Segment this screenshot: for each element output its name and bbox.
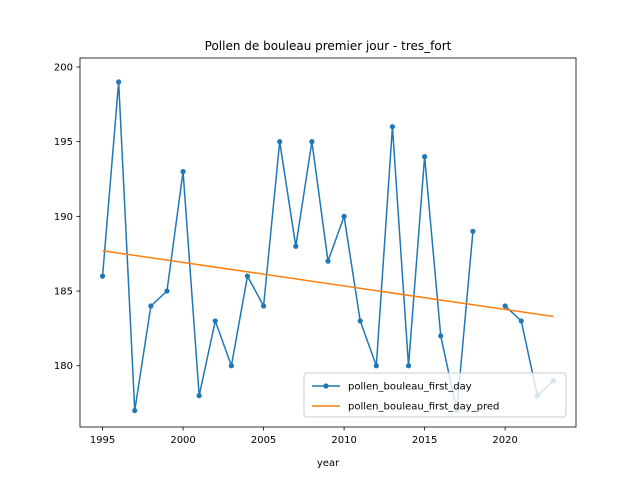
data-point-2020 (502, 303, 508, 309)
series-line-pollen_bouleau_first_day_pred-0 (102, 249, 554, 318)
y-tick-label-200: 200 (54, 62, 73, 73)
legend-label-pollen_bouleau_first_day: pollen_bouleau_first_day (348, 382, 472, 393)
data-point-2002 (212, 318, 218, 324)
x-tick-label-2015: 2015 (412, 435, 437, 446)
data-point-1995 (99, 273, 106, 279)
data-point-2001 (196, 393, 202, 399)
y-tick-label-185: 185 (54, 287, 73, 298)
data-point-1996 (116, 79, 122, 85)
legend-marker-pollen_bouleau_first_day (323, 383, 329, 389)
x-tick-label-2005: 2005 (251, 435, 276, 446)
data-point-2005 (260, 303, 267, 309)
x-tick-label-2010: 2010 (331, 435, 356, 446)
series-pollen_bouleau_first_day (99, 79, 557, 414)
series-pollen_bouleau_first_day_pred (102, 249, 554, 318)
data-point-1998 (148, 303, 154, 309)
axes: 1995 2000 2005 2010 2015 2020 180 185 190 195 200 (54, 57, 577, 446)
data-point-2012 (373, 363, 379, 369)
y-tick-label-195: 195 (54, 137, 73, 148)
axes-frame (79, 57, 577, 428)
data-point-2009 (325, 258, 331, 264)
x-axis-label: year (317, 458, 340, 469)
x-tick-label-2020: 2020 (492, 435, 517, 446)
x-tick-label-2000: 2000 (170, 435, 195, 446)
data-point-2021 (518, 318, 524, 324)
data-point-2000 (180, 168, 186, 175)
data-point-2010 (341, 213, 347, 219)
data-point-1997 (132, 407, 138, 414)
data-point-2016 (438, 333, 444, 339)
legend: pollen_bouleau_first_day pollen_bouleau_f… (303, 372, 567, 418)
chart-title: Pollen de bouleau premier jour - tres_fo… (205, 39, 452, 53)
data-point-2013 (389, 124, 396, 130)
data-point-2006 (277, 139, 283, 145)
data-point-2003 (228, 363, 234, 369)
series-line-pollen_bouleau_first_day-0 (101, 81, 474, 412)
legend-label-pollen_bouleau_first_day_pred: pollen_bouleau_first_day_pred (348, 402, 499, 413)
data-point-2011 (357, 318, 363, 324)
y-tick-label-190: 190 (54, 212, 73, 223)
data-point-2014 (405, 363, 412, 369)
data-point-2008 (309, 139, 315, 145)
plot-area (99, 79, 557, 414)
data-point-1999 (164, 288, 170, 294)
data-point-2018 (470, 228, 476, 234)
data-point-2004 (244, 273, 251, 279)
y-tick-label-180: 180 (54, 361, 73, 372)
legend-box (303, 372, 567, 418)
data-point-2007 (293, 243, 299, 249)
x-tick-label-1995: 1995 (90, 435, 115, 446)
data-point-2015 (422, 153, 428, 160)
